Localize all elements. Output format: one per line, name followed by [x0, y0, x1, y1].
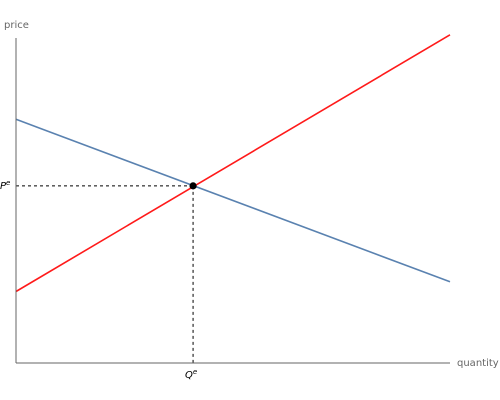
- y-axis-label: price: [4, 20, 29, 31]
- series-layer: [15, 34, 451, 293]
- x-axis-label: quantity: [457, 358, 499, 369]
- quantity-equilibrium-label: Qe: [185, 368, 197, 381]
- equilibrium-point: [189, 182, 197, 190]
- price-equilibrium-label: Pe: [0, 179, 10, 192]
- series-line-1: [15, 118, 451, 283]
- series-line-2: [15, 34, 451, 293]
- equilibrium-guides: [16, 185, 194, 363]
